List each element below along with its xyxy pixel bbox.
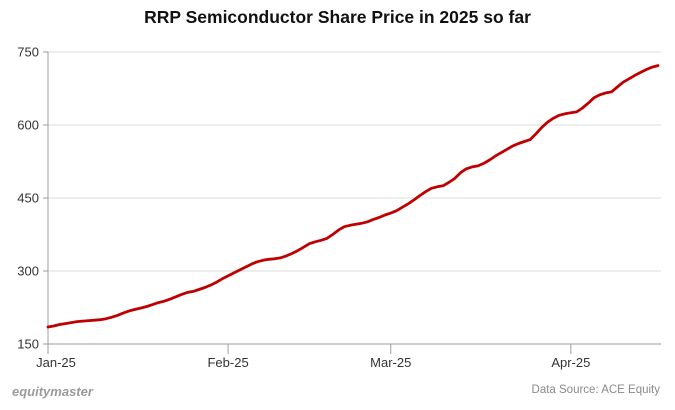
equitymaster-logo: equitymaster — [12, 384, 93, 399]
x-tick-label: Mar-25 — [370, 355, 411, 370]
y-tick-label: 750 — [17, 45, 39, 60]
x-tick-label: Jan-25 — [36, 355, 76, 370]
y-tick-label: 600 — [17, 118, 39, 133]
price-line — [46, 64, 660, 329]
y-tick-label: 450 — [17, 191, 39, 206]
chart-title: RRP Semiconductor Share Price in 2025 so… — [144, 7, 531, 27]
x-tick-label: Feb-25 — [207, 355, 248, 370]
data-source-label: Data Source: ACE Equity — [531, 384, 660, 396]
x-tick-label: Apr-25 — [551, 355, 590, 370]
y-tick-label: 300 — [17, 264, 39, 279]
y-tick-label: 150 — [17, 337, 39, 352]
